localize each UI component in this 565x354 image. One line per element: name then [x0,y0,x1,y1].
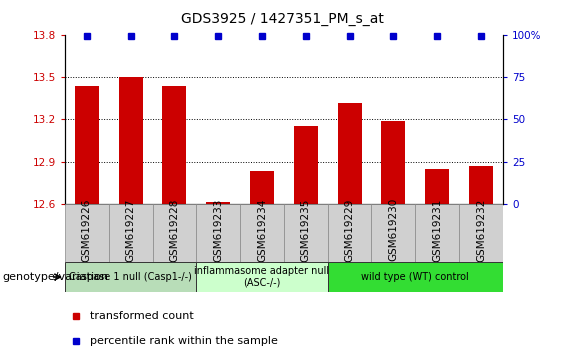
Bar [459,204,503,262]
Text: GSM619228: GSM619228 [170,198,180,262]
Text: percentile rank within the sample: percentile rank within the sample [90,336,278,346]
Text: GSM619226: GSM619226 [82,198,92,262]
Text: transformed count: transformed count [90,311,194,321]
Bar [153,204,197,262]
Bar [381,121,406,204]
Bar [108,204,153,262]
Text: GSM619231: GSM619231 [432,198,442,262]
Bar [328,204,372,262]
Bar [119,78,143,204]
Text: GSM619230: GSM619230 [388,198,398,262]
Text: inflammasome adapter null
(ASC-/-): inflammasome adapter null (ASC-/-) [194,266,329,288]
Bar [294,126,318,204]
Text: GDS3925 / 1427351_PM_s_at: GDS3925 / 1427351_PM_s_at [181,12,384,27]
Bar [65,262,197,292]
Text: genotype/variation: genotype/variation [3,272,109,282]
Bar [197,262,328,292]
Text: GSM619233: GSM619233 [213,198,223,262]
Text: GSM619229: GSM619229 [345,198,355,262]
Text: GSM619234: GSM619234 [257,198,267,262]
Text: wild type (WT) control: wild type (WT) control [362,272,469,282]
Bar [240,204,284,262]
Bar [75,86,99,204]
Bar [337,103,362,204]
Bar [206,202,231,204]
Bar [162,86,186,204]
Bar [328,262,503,292]
Bar [469,166,493,204]
Text: GSM619232: GSM619232 [476,198,486,262]
Bar [197,204,240,262]
Bar [415,204,459,262]
Bar [284,204,328,262]
Bar [65,204,109,262]
Text: GSM619227: GSM619227 [125,198,136,262]
Text: GSM619235: GSM619235 [301,198,311,262]
Bar [425,169,449,204]
Bar [372,204,415,262]
Bar [250,171,274,204]
Text: Caspase 1 null (Casp1-/-): Caspase 1 null (Casp1-/-) [69,272,192,282]
